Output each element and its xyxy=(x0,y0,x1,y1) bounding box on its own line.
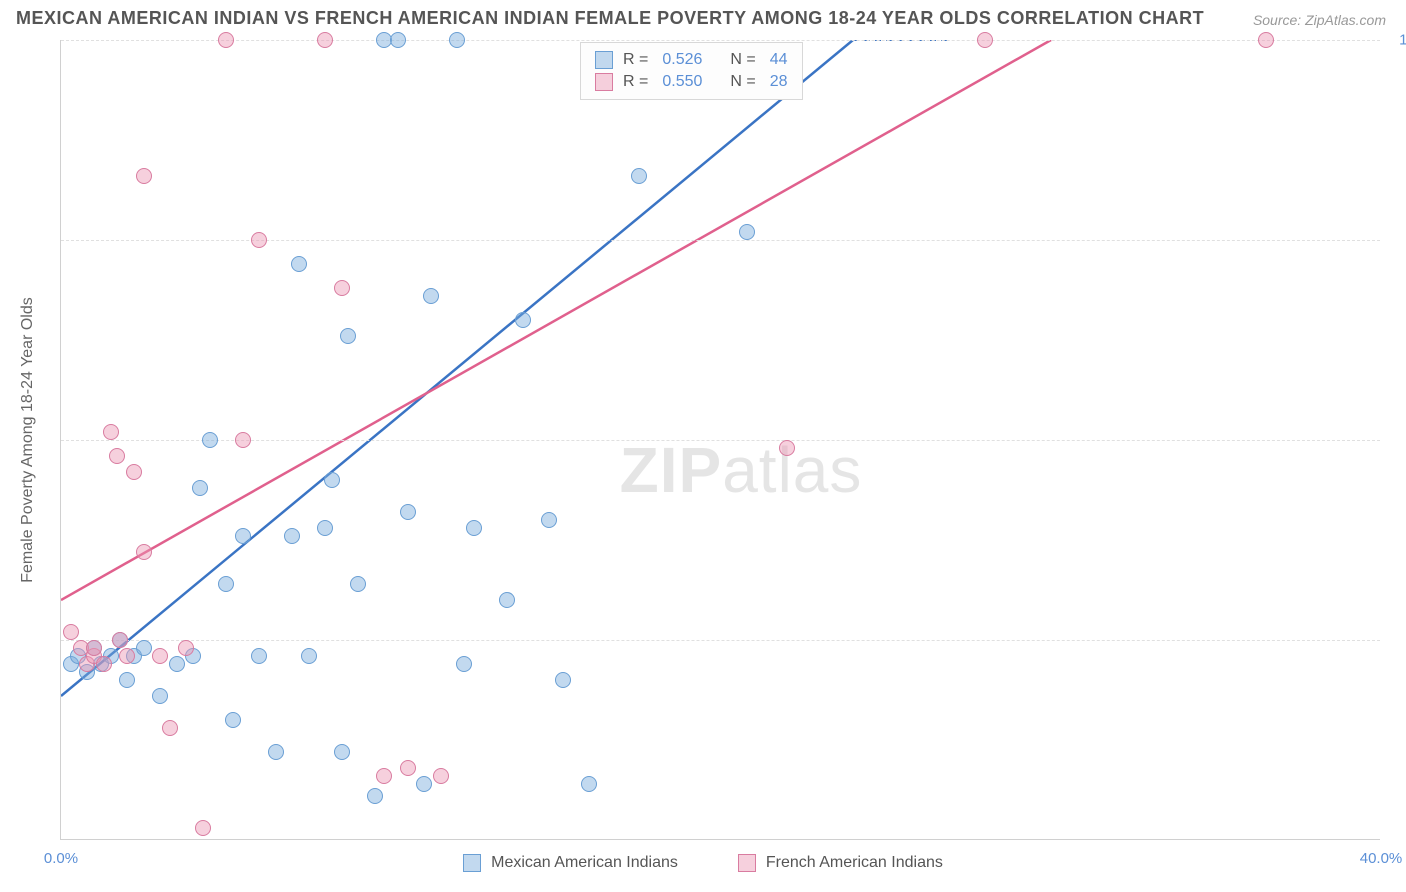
scatter-point xyxy=(152,688,168,704)
watermark: ZIPatlas xyxy=(620,433,863,507)
scatter-point xyxy=(367,788,383,804)
scatter-point xyxy=(515,312,531,328)
gridline xyxy=(61,440,1380,441)
scatter-point xyxy=(581,776,597,792)
chart-title: MEXICAN AMERICAN INDIAN VS FRENCH AMERIC… xyxy=(16,8,1204,29)
scatter-point xyxy=(162,720,178,736)
scatter-point xyxy=(1258,32,1274,48)
scatter-point xyxy=(324,472,340,488)
scatter-point xyxy=(555,672,571,688)
scatter-point xyxy=(284,528,300,544)
watermark-zip: ZIP xyxy=(620,434,723,506)
legend-r-label: R = xyxy=(623,51,648,69)
scatter-point xyxy=(136,168,152,184)
legend-row: R = 0.526 N = 44 xyxy=(595,49,788,71)
legend-label: French American Indians xyxy=(766,854,943,872)
legend-swatch xyxy=(738,854,756,872)
y-tick-label: 100.0% xyxy=(1399,32,1406,49)
legend-item: Mexican American Indians xyxy=(463,854,678,872)
scatter-point xyxy=(400,760,416,776)
scatter-point xyxy=(376,768,392,784)
scatter-point xyxy=(291,256,307,272)
legend-top: R = 0.526 N = 44 R = 0.550 N = 28 xyxy=(580,42,803,100)
scatter-point xyxy=(268,744,284,760)
scatter-point xyxy=(126,464,142,480)
scatter-point xyxy=(400,504,416,520)
gridline xyxy=(61,640,1380,641)
scatter-point xyxy=(334,280,350,296)
y-axis-label: Female Poverty Among 18-24 Year Olds xyxy=(19,297,37,583)
scatter-point xyxy=(103,424,119,440)
scatter-point xyxy=(739,224,755,240)
legend-row: R = 0.550 N = 28 xyxy=(595,71,788,93)
scatter-point xyxy=(192,480,208,496)
scatter-point xyxy=(119,648,135,664)
scatter-point xyxy=(169,656,185,672)
scatter-point xyxy=(251,648,267,664)
scatter-point xyxy=(235,528,251,544)
scatter-point xyxy=(423,288,439,304)
legend-n-value: 28 xyxy=(770,73,788,91)
scatter-point xyxy=(152,648,168,664)
scatter-point xyxy=(499,592,515,608)
legend-r-label: R = xyxy=(623,73,648,91)
scatter-point xyxy=(218,576,234,592)
legend-r-value: 0.550 xyxy=(662,73,702,91)
scatter-point xyxy=(416,776,432,792)
legend-item: French American Indians xyxy=(738,854,943,872)
scatter-point xyxy=(301,648,317,664)
scatter-point xyxy=(456,656,472,672)
legend-bottom: Mexican American Indians French American … xyxy=(0,854,1406,872)
scatter-point xyxy=(317,520,333,536)
scatter-point xyxy=(541,512,557,528)
legend-r-value: 0.526 xyxy=(662,51,702,69)
legend-n-label: N = xyxy=(730,51,755,69)
scatter-point xyxy=(340,328,356,344)
gridline xyxy=(61,40,1380,41)
scatter-point xyxy=(136,544,152,560)
scatter-point xyxy=(235,432,251,448)
legend-swatch xyxy=(595,73,613,91)
legend-n-value: 44 xyxy=(770,51,788,69)
scatter-point xyxy=(63,624,79,640)
scatter-point xyxy=(334,744,350,760)
scatter-point xyxy=(112,632,128,648)
scatter-point xyxy=(96,656,112,672)
scatter-point xyxy=(251,232,267,248)
scatter-point xyxy=(350,576,366,592)
scatter-point xyxy=(195,820,211,836)
scatter-point xyxy=(317,32,333,48)
scatter-point xyxy=(433,768,449,784)
plot-area: ZIPatlas 25.0%50.0%75.0%100.0%0.0%40.0% xyxy=(60,40,1380,840)
scatter-point xyxy=(225,712,241,728)
legend-label: Mexican American Indians xyxy=(491,854,678,872)
scatter-point xyxy=(109,448,125,464)
scatter-point xyxy=(449,32,465,48)
scatter-point xyxy=(119,672,135,688)
chart-container: MEXICAN AMERICAN INDIAN VS FRENCH AMERIC… xyxy=(0,0,1406,892)
scatter-point xyxy=(178,640,194,656)
scatter-point xyxy=(779,440,795,456)
scatter-point xyxy=(390,32,406,48)
source-label: Source: ZipAtlas.com xyxy=(1253,12,1386,28)
scatter-point xyxy=(202,432,218,448)
scatter-point xyxy=(977,32,993,48)
scatter-point xyxy=(466,520,482,536)
legend-swatch xyxy=(463,854,481,872)
scatter-point xyxy=(86,640,102,656)
scatter-point xyxy=(631,168,647,184)
scatter-point xyxy=(136,640,152,656)
legend-swatch xyxy=(595,51,613,69)
legend-n-label: N = xyxy=(730,73,755,91)
scatter-point xyxy=(218,32,234,48)
